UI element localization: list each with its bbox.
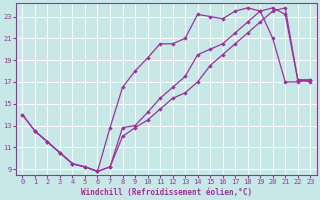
X-axis label: Windchill (Refroidissement éolien,°C): Windchill (Refroidissement éolien,°C) xyxy=(81,188,252,197)
